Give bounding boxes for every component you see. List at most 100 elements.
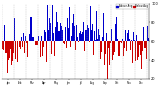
Bar [11, 41, 12, 65]
Bar [65, 41, 66, 51]
Bar [35, 41, 36, 45]
Bar [21, 37, 22, 41]
Bar [113, 41, 114, 55]
Bar [135, 41, 136, 61]
Bar [43, 41, 44, 47]
Bar [48, 30, 49, 41]
Bar [22, 41, 23, 47]
Bar [148, 38, 149, 41]
Bar [3, 26, 4, 41]
Bar [130, 41, 131, 50]
Bar [79, 33, 80, 41]
Bar [29, 34, 30, 41]
Bar [94, 31, 95, 41]
Bar [63, 41, 64, 43]
Bar [71, 35, 72, 41]
Bar [68, 28, 69, 41]
Bar [110, 41, 111, 43]
Bar [127, 33, 128, 41]
Bar [90, 38, 91, 41]
Bar [75, 41, 76, 50]
Bar [142, 41, 143, 51]
Bar [129, 39, 130, 41]
Bar [53, 33, 54, 41]
Bar [32, 37, 33, 41]
Bar [91, 30, 92, 41]
Bar [125, 30, 126, 41]
Bar [74, 26, 75, 41]
Bar [99, 35, 100, 41]
Bar [133, 32, 134, 41]
Bar [105, 41, 106, 54]
Bar [54, 41, 55, 56]
Bar [60, 23, 61, 41]
Bar [100, 41, 101, 47]
Bar [103, 13, 104, 41]
Bar [87, 25, 88, 41]
Bar [40, 32, 41, 41]
Bar [107, 41, 108, 87]
Bar [124, 41, 125, 48]
Bar [102, 37, 103, 41]
Bar [117, 39, 118, 41]
Bar [85, 30, 86, 41]
Bar [38, 35, 39, 41]
Bar [52, 5, 53, 41]
Bar [20, 41, 21, 49]
Bar [47, 5, 48, 41]
Bar [6, 41, 7, 53]
Bar [134, 40, 135, 41]
Bar [121, 41, 122, 43]
Bar [46, 41, 47, 62]
Bar [141, 41, 142, 69]
Bar [126, 41, 127, 51]
Bar [115, 37, 116, 41]
Bar [108, 41, 109, 48]
Bar [118, 41, 119, 56]
Legend: Above Avg, Below Avg: Above Avg, Below Avg [116, 4, 149, 9]
Bar [140, 41, 141, 55]
Bar [98, 29, 99, 41]
Bar [8, 41, 9, 60]
Bar [64, 41, 65, 44]
Bar [95, 40, 96, 41]
Bar [109, 41, 110, 65]
Bar [88, 28, 89, 41]
Bar [138, 41, 139, 57]
Bar [51, 41, 52, 54]
Bar [61, 26, 62, 41]
Bar [44, 30, 45, 41]
Bar [56, 12, 57, 41]
Bar [139, 41, 140, 45]
Bar [112, 41, 113, 60]
Bar [120, 41, 121, 42]
Bar [31, 17, 32, 41]
Bar [93, 41, 94, 55]
Bar [97, 39, 98, 41]
Bar [84, 41, 85, 51]
Bar [92, 24, 93, 41]
Bar [76, 25, 77, 41]
Bar [70, 41, 71, 47]
Bar [132, 41, 133, 63]
Bar [69, 7, 70, 41]
Bar [27, 41, 28, 57]
Bar [147, 26, 148, 41]
Bar [144, 41, 145, 48]
Bar [67, 18, 68, 41]
Bar [41, 36, 42, 41]
Bar [4, 25, 5, 41]
Bar [24, 41, 25, 53]
Bar [136, 35, 137, 41]
Bar [82, 32, 83, 41]
Bar [2, 41, 3, 49]
Bar [81, 34, 82, 41]
Bar [58, 31, 59, 41]
Bar [5, 39, 6, 41]
Bar [26, 41, 27, 43]
Bar [62, 30, 63, 41]
Bar [19, 41, 20, 47]
Bar [106, 33, 107, 41]
Bar [128, 30, 129, 41]
Bar [49, 18, 50, 41]
